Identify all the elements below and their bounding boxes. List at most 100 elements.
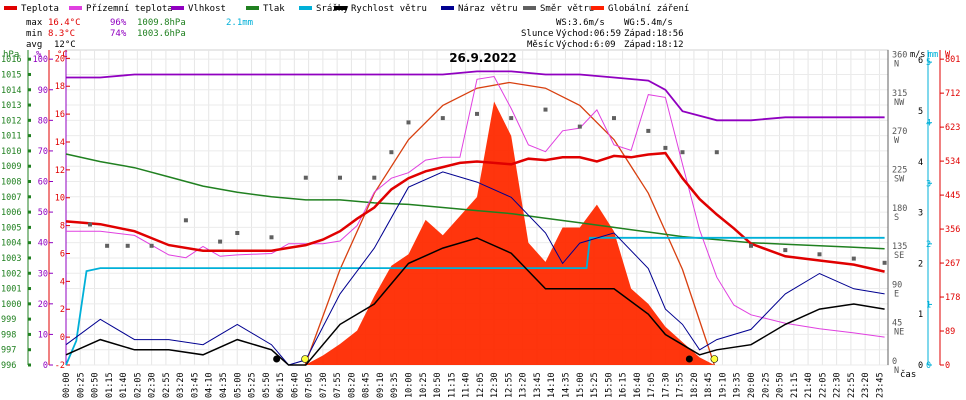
tick-mark-hpa [28,118,31,122]
tick-degc: 6 [60,249,65,259]
tick-x: 10:50 [433,372,443,398]
tick-x: 02:30 [148,372,158,398]
tick-x: 21:15 [790,372,800,398]
tick-hpa: 1006 [1,208,21,218]
tick-x: 05:25 [248,372,258,398]
tick-x: 02:55 [162,372,172,398]
tick-x: 04:35 [219,372,229,398]
axis-label-w: W [945,50,951,60]
wind-direction-point [577,124,582,129]
tick-x: 22:55 [847,372,857,398]
series-ground-temp [66,75,885,338]
tick-x: 17:55 [676,372,686,398]
tick-hpa: 1011 [1,132,21,142]
tick-ms: 5 [918,107,923,117]
tick-x: 10:25 [419,372,429,398]
tick-mark-hpa [28,363,31,367]
tick-dir: 360 [892,51,907,61]
tick-dir-cardinal: SE [894,251,904,261]
tick-hpa: 1010 [1,147,21,157]
tick-x: 00:00 [62,372,72,398]
tick-mark-hpa [28,256,31,260]
tick-w: 623 [945,123,960,133]
info-sun-label: Slunce [521,29,554,39]
legend-swatch [246,6,259,10]
stat-max-temp: 16.4°C [48,18,81,28]
tick-x: 08:20 [347,372,357,398]
series-wind-speed [65,237,885,366]
tick-hpa: 1016 [1,55,21,65]
wind-direction-point [269,235,274,240]
tick-mark-hpa [28,241,31,245]
stat-max-rain: 2.1mm [226,18,253,28]
stat-min-label: min [26,29,42,39]
tick-mark-hpa [28,180,31,184]
tick-ms: 0 [918,361,923,371]
axis-label-hpa: hPa [3,50,19,60]
info-moon-set: Západ:18:12 [624,40,684,50]
series-radiation [305,101,715,365]
tick-x: 19:10 [718,372,728,398]
tick-x: 12:30 [490,372,500,398]
tick-mark-hpa [28,134,31,138]
tick-x: 16:40 [633,372,643,398]
tick-pct: 70 [38,147,48,157]
tick-x: 20:50 [776,372,786,398]
tick-hpa: 1004 [1,239,21,249]
legend-label: Přízemní teplota [86,4,173,14]
tick-w: 712 [945,89,960,99]
tick-hpa: 1015 [1,70,21,80]
wind-direction-point [749,243,753,248]
tick-mark-hpa [28,348,31,352]
tick-mm: 4 [926,119,931,129]
axis-label-ms: m/s [910,50,925,60]
tick-ms: 2 [918,259,923,269]
tick-mark-hpa [28,287,31,291]
tick-x: 14:35 [561,372,571,398]
tick-mark-hpa [28,317,31,321]
tick-dir-cardinal: NE [894,328,904,338]
tick-w: 267 [945,259,960,269]
tick-dir: 225 [892,165,907,175]
stat-max-hum: 96% [110,18,127,28]
wind-direction-point [882,260,887,265]
tick-dir: 180 [892,204,907,214]
tick-x: 13:20 [519,372,529,398]
tick-x: 02:05 [133,372,143,398]
tick-mark-hpa [28,195,31,199]
tick-x: 12:55 [504,372,514,398]
legend-label: Globální záření [608,4,689,14]
tick-x: 12:05 [476,372,486,398]
tick-x: 07:05 [305,372,315,398]
tick-x: 18:20 [690,372,700,398]
tick-mark-hpa [28,149,31,153]
astro-info: WS:3.6m/s WG:5.4m/s Slunce Východ:06:59 Zápa… [521,18,684,50]
tick-dir-cardinal: E [894,289,899,299]
legend-swatch [299,6,312,10]
tick-x: 01:15 [105,372,115,398]
tick-hpa: 1005 [1,223,21,233]
wind-direction-point [612,116,616,121]
tick-mm: 0 [926,361,931,371]
tick-dir: 45 [892,319,902,329]
tick-dir-cardinal: N [894,60,899,70]
info-moon-label: Měsíc [527,40,554,50]
tick-x: 11:40 [462,372,472,398]
tick-degc: 2 [60,305,65,315]
wind-direction-point [149,243,154,248]
tick-x: 04:10 [205,372,215,398]
series-temperature [65,151,885,273]
series-gust [65,171,885,366]
tick-x: 15:00 [576,372,586,398]
wind-direction-point [372,175,377,180]
wind-direction-point [88,222,92,227]
tick-x: 09:10 [376,372,386,398]
tick-x: 05:00 [233,372,243,398]
tick-hpa: 1002 [1,269,21,279]
tick-dir: 315 [892,89,907,99]
tick-mark-hpa [28,88,31,92]
tick-dir: 270 [892,127,907,137]
chart-title: 26.9.2022 [449,51,517,65]
wind-direction-point [783,248,788,253]
